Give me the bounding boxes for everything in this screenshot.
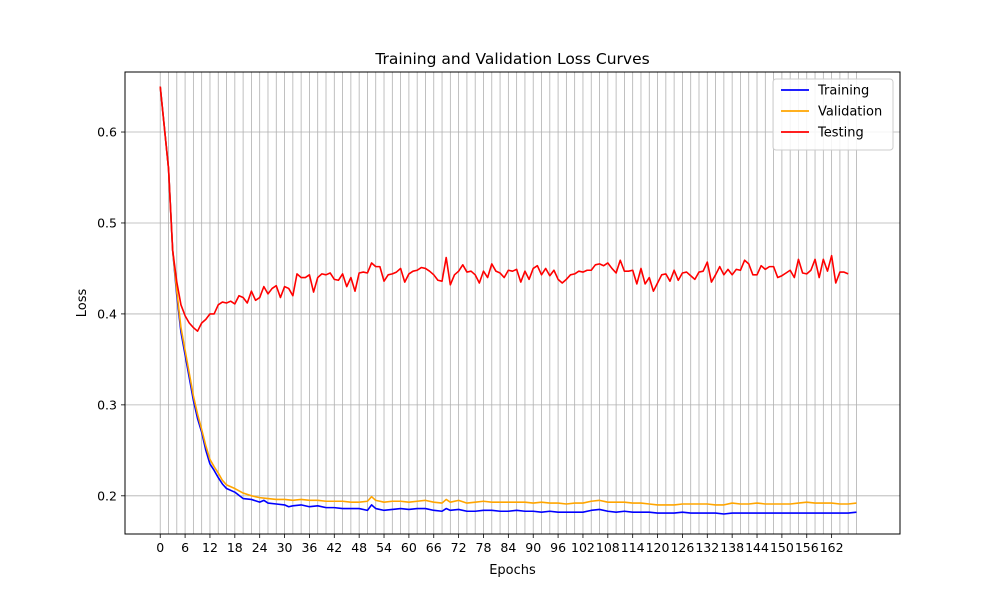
legend: Training Validation Testing [772, 78, 894, 151]
x-tick-label: 24 [252, 540, 268, 555]
series-line-training [159, 86, 857, 515]
x-tick-label: 150 [770, 540, 794, 555]
x-tick-label: 144 [745, 540, 769, 555]
x-tick-label: 120 [646, 540, 670, 555]
x-tick-label: 156 [795, 540, 819, 555]
y-tick-label: 0.3 [97, 397, 117, 412]
y-tick-label: 0.4 [97, 306, 117, 321]
x-tick-label: 0 [156, 540, 164, 555]
x-tick-label: 42 [326, 540, 342, 555]
x-tick-label: 30 [277, 540, 293, 555]
x-tick-label: 96 [550, 540, 566, 555]
x-tick-label: 48 [351, 540, 367, 555]
x-tick-label: 126 [670, 540, 694, 555]
x-tick-label: 60 [401, 540, 417, 555]
legend-label-validation: Validation [818, 105, 882, 120]
x-tick-label: 54 [376, 540, 392, 555]
x-tick-label: 138 [720, 540, 744, 555]
plot-frame [124, 71, 901, 535]
x-axis-ticks: 0 6 12 18 24 30 36 42 48 54 60 66 72 78 84 90 96 102 108 11… [156, 534, 844, 555]
series-lines [159, 86, 857, 515]
legend-label-training: Training [817, 84, 869, 99]
x-axis-label: Epochs [489, 563, 536, 578]
x-tick-label: 18 [227, 540, 243, 555]
x-tick-label: 78 [476, 540, 492, 555]
y-tick-label: 0.5 [97, 215, 117, 230]
y-tick-label: 0.2 [97, 488, 117, 503]
x-tick-label: 66 [426, 540, 442, 555]
x-tick-label: 114 [621, 540, 645, 555]
x-tick-label: 6 [181, 540, 189, 555]
x-tick-label: 36 [301, 540, 317, 555]
x-tick-label: 162 [820, 540, 844, 555]
x-tick-label: 132 [695, 540, 719, 555]
y-axis-label: Loss [75, 289, 90, 318]
y-tick-label: 0.6 [97, 125, 117, 140]
x-tick-label: 108 [596, 540, 620, 555]
legend-label-testing: Testing [817, 126, 864, 141]
x-tick-label: 12 [202, 540, 218, 555]
x-tick-label: 84 [500, 540, 516, 555]
series-line-validation [159, 86, 857, 506]
x-tick-label: 102 [571, 540, 595, 555]
x-tick-label: 72 [451, 540, 467, 555]
series-line-testing [159, 86, 849, 332]
y-axis-ticks: 0.2 0.3 0.4 0.5 0.6 [97, 125, 125, 503]
x-tick-label: 90 [525, 540, 541, 555]
chart-title: Training and Validation Loss Curves [374, 50, 649, 68]
